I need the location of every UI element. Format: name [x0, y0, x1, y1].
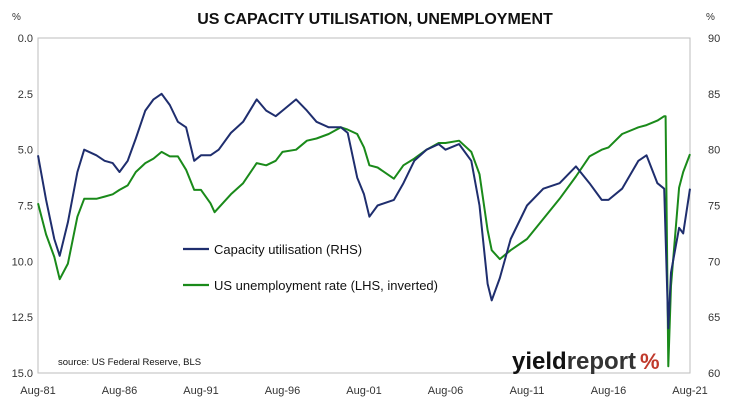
x-tick-label: Aug-81 [20, 385, 55, 397]
legend-label-unemployment: US unemployment rate (LHS, inverted) [214, 278, 438, 293]
left-tick-label: 7.5 [18, 201, 33, 213]
left-tick-label: 15.0 [12, 368, 33, 380]
x-tick-label: Aug-86 [102, 385, 137, 397]
left-tick-label: 0.0 [18, 33, 33, 45]
x-axis: Aug-81 Aug-86 Aug-91 Aug-96 Aug-01 Aug-06 Aug-… [20, 385, 707, 397]
left-tick-label: 2.5 [18, 89, 33, 101]
left-axis-unit: % [12, 12, 21, 23]
left-tick-label: 12.5 [12, 312, 33, 324]
series-line-unemployment-rate [37, 115, 691, 368]
source-note: source: US Federal Reserve, BLS [58, 357, 201, 368]
x-tick-label: Aug-91 [183, 385, 218, 397]
x-tick-label: Aug-01 [346, 385, 381, 397]
left-tick-label: 5.0 [18, 145, 33, 157]
series-line-capacity-utilisation [37, 92, 691, 330]
legend-label-capacity: Capacity utilisation (RHS) [214, 242, 362, 257]
right-tick-label: 65 [708, 312, 720, 324]
right-tick-label: 85 [708, 89, 720, 101]
logo-percent-symbol: % [640, 349, 660, 374]
plot-area [37, 37, 691, 374]
x-tick-label: Aug-06 [428, 385, 463, 397]
x-tick-label: Aug-96 [265, 385, 300, 397]
right-tick-label: 60 [708, 368, 720, 380]
x-tick-label: Aug-21 [672, 385, 707, 397]
series-layer [37, 92, 691, 368]
logo-wordmark: yieldreport [512, 348, 636, 375]
right-tick-label: 90 [708, 33, 720, 45]
right-tick-label: 75 [708, 201, 720, 213]
left-tick-label: 10.0 [12, 256, 33, 268]
x-tick-label: Aug-16 [591, 385, 626, 397]
x-tick-label: Aug-11 [510, 385, 545, 397]
yieldreport-logo: yieldreport % [512, 348, 660, 375]
right-axis: 90 85 80 75 70 65 60 [708, 33, 720, 380]
right-tick-label: 80 [708, 145, 720, 157]
legend: Capacity utilisation (RHS) US unemployme… [183, 242, 438, 293]
left-axis: 0.0 2.5 5.0 7.5 10.0 12.5 15.0 [12, 33, 33, 380]
right-axis-unit: % [706, 12, 715, 23]
right-tick-label: 70 [708, 256, 720, 268]
chart-title: US CAPACITY UTILISATION, UNEMPLOYMENT [197, 11, 553, 28]
